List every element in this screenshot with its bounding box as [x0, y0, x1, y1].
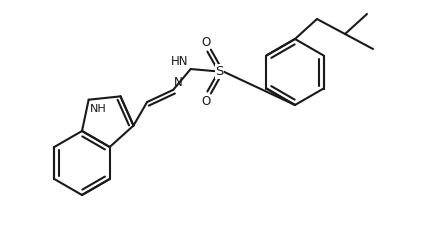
Text: O: O — [202, 95, 211, 108]
Text: NH: NH — [90, 104, 106, 114]
Text: O: O — [202, 36, 211, 49]
Text: S: S — [215, 65, 224, 78]
Text: N: N — [174, 76, 183, 89]
Text: HN: HN — [171, 55, 189, 68]
